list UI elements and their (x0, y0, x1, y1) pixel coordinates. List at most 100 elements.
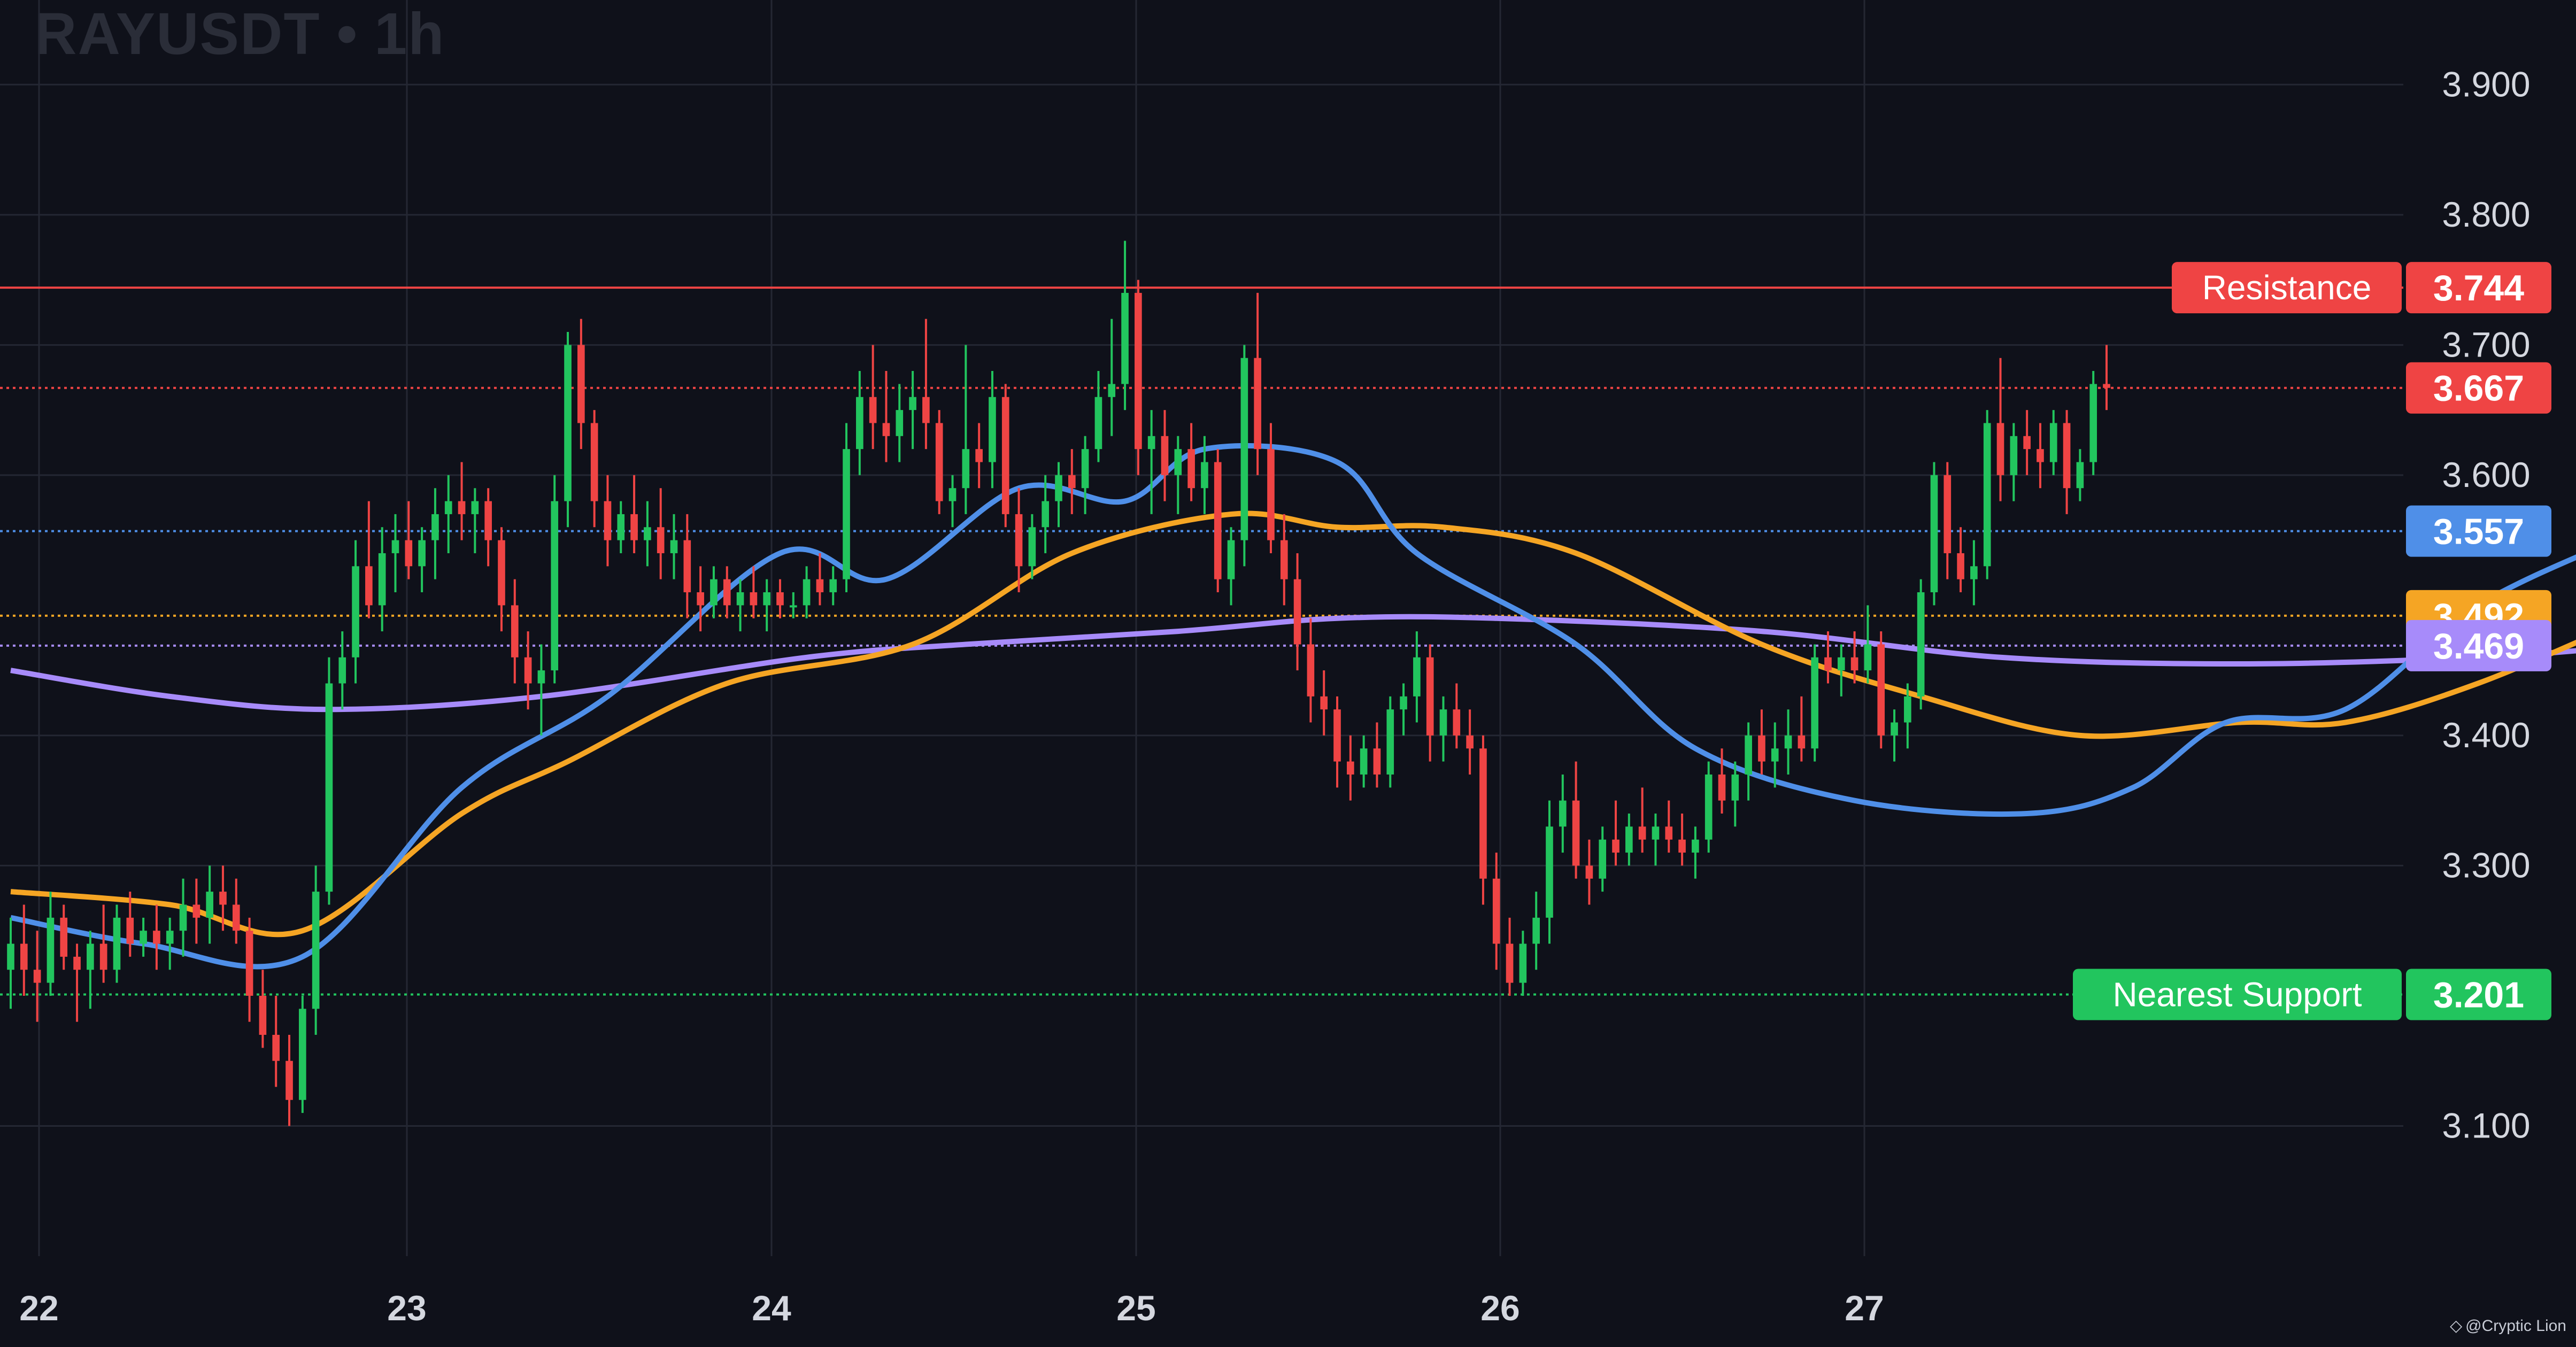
price-badge-value: 3.744 (2433, 268, 2524, 308)
candle-body (325, 683, 333, 892)
candle-body (590, 423, 598, 501)
candle-body (1943, 475, 1952, 553)
candle-body (882, 423, 890, 436)
level-lines (0, 287, 2403, 996)
level-name-label: Resistance (2202, 268, 2372, 307)
price-badge (2406, 505, 2551, 557)
date-tick-label: 25 (1116, 1288, 1155, 1328)
tradingview-logo-icon: ◇ (2450, 1317, 2463, 1335)
date-tick-label: 23 (387, 1288, 426, 1328)
candle-body (1360, 748, 1368, 775)
candle-body (1837, 657, 1845, 671)
price-badge-value: 3.201 (2433, 975, 2524, 1016)
price-badge (2406, 362, 2551, 414)
candle-body (869, 397, 877, 423)
candle-body (1001, 397, 1009, 514)
candle-body (1400, 696, 1407, 710)
candle-body (736, 592, 744, 606)
level-name-badge (2073, 969, 2402, 1020)
candle-body (113, 917, 121, 970)
candle-body (1665, 826, 1673, 840)
candle-body (630, 514, 638, 540)
candle-body (1559, 800, 1567, 827)
candle-body (2103, 384, 2110, 388)
price-tick-label: 3.300 (2442, 845, 2530, 885)
candle-body (1798, 735, 1806, 749)
candle-body (87, 943, 94, 970)
candle-body (1108, 384, 1116, 397)
candle-body (232, 904, 240, 931)
candle-body (47, 917, 55, 983)
candle-body (803, 579, 811, 606)
candle-body (856, 397, 863, 450)
candle-body (1585, 865, 1593, 879)
candle-body (1917, 592, 1925, 696)
candle-body (2049, 423, 2057, 462)
candle-body (1638, 826, 1646, 840)
candle-body (153, 931, 160, 944)
candle-body (1771, 748, 1779, 762)
candle-body (1532, 917, 1540, 944)
candle-body (723, 579, 731, 606)
candle-body (312, 892, 320, 1009)
candle-body (2037, 449, 2044, 462)
candle-body (1187, 449, 1195, 489)
candle-body (1718, 774, 1726, 801)
candle-body (126, 917, 134, 944)
candle-body (948, 488, 957, 501)
candle-body (20, 943, 28, 970)
ma-fast-line (10, 443, 2576, 970)
candle-body (1094, 397, 1102, 450)
candle-body (1280, 540, 1288, 579)
candle-body (484, 501, 492, 540)
level-name-badge (2172, 262, 2402, 314)
price-axis: 3.900 3.800 3.700 3.600 3.400 3.300 3.100 (2442, 64, 2530, 1145)
candle-body (1147, 436, 1155, 450)
price-badge-value: 3.469 (2433, 626, 2524, 667)
price-badge-value: 3.557 (2433, 512, 2524, 552)
candle-body (1811, 657, 1818, 749)
candle-body (1174, 449, 1182, 475)
candle-body (1373, 748, 1381, 775)
candle-body (1758, 735, 1765, 762)
candle-body (1214, 462, 1222, 579)
candle-body (1466, 735, 1474, 749)
candle-body (2023, 436, 2031, 450)
candle-body (763, 592, 770, 606)
candle-body (617, 514, 625, 540)
candle-body (140, 931, 147, 944)
price-tick-label: 3.900 (2442, 64, 2530, 104)
candle-body (1891, 722, 1898, 736)
candle-body (1068, 475, 1076, 489)
candle-body (657, 527, 665, 553)
candle-body (1864, 644, 1872, 671)
price-tick-label: 3.400 (2442, 715, 2530, 755)
candles (7, 241, 2110, 1126)
candle-body (2063, 423, 2071, 489)
candle-body (1546, 826, 1553, 918)
candle-body (644, 527, 651, 540)
candle-body (524, 657, 532, 684)
candle-body (1506, 943, 1514, 983)
candle-body (776, 592, 784, 606)
candle-body (1081, 449, 1089, 489)
candle-body (1479, 748, 1487, 879)
candle-body (1652, 826, 1660, 840)
candle-body (1612, 839, 1619, 853)
candle-body (99, 943, 107, 970)
candle-body (219, 892, 227, 905)
candle-body (843, 449, 850, 579)
candle-body (989, 397, 996, 462)
candle-body (1572, 800, 1580, 866)
price-tick-label: 3.600 (2442, 455, 2530, 494)
candle-body (1333, 709, 1341, 762)
candle-body (1439, 709, 1447, 736)
candle-body (1201, 462, 1208, 489)
candle-body (179, 904, 187, 931)
candle-body (1850, 657, 1858, 671)
candle-body (1625, 826, 1633, 853)
candle-body (935, 423, 943, 501)
candle-body (1678, 839, 1686, 853)
price-badge (2406, 969, 2551, 1020)
